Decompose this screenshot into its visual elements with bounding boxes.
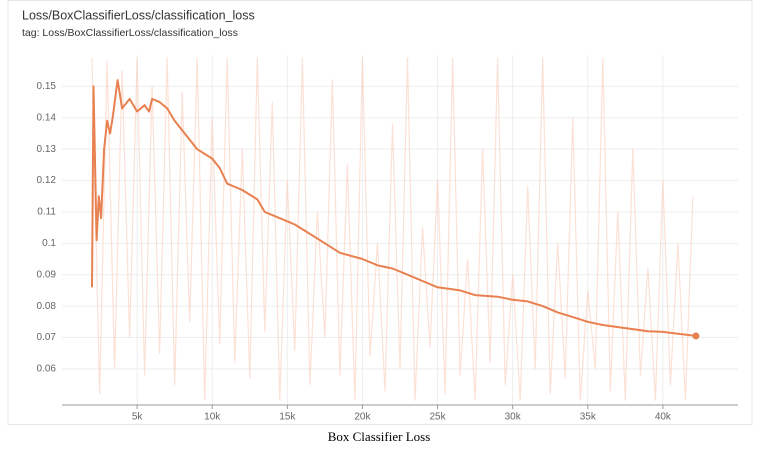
- x-tick-label: 20k: [354, 412, 371, 423]
- chart-subtitle: tag: Loss/BoxClassifierLoss/classificati…: [22, 27, 238, 39]
- y-tick-label: 0.11: [37, 207, 56, 218]
- y-tick-label: 0.09: [37, 269, 57, 280]
- x-tick-label: 15k: [279, 412, 296, 423]
- card: [7, 0, 753, 425]
- x-tick-label: 40k: [655, 412, 672, 423]
- end-marker: [692, 332, 700, 340]
- x-tick-label: 5k: [132, 412, 144, 423]
- x-tick-label: 30k: [505, 412, 522, 423]
- y-tick-label: 0.1: [42, 238, 56, 249]
- y-tick-label: 0.14: [37, 112, 57, 123]
- chart-title: Loss/BoxClassifierLoss/classification_lo…: [22, 8, 255, 22]
- y-tick-label: 0.15: [37, 81, 57, 92]
- y-tick-label: 0.07: [37, 332, 57, 343]
- x-tick-label: 35k: [580, 412, 597, 423]
- line: [91, 57, 694, 401]
- caption: Box Classifier Loss: [328, 429, 431, 444]
- y-tick-label: 0.08: [37, 301, 57, 312]
- x-tick-label: 10k: [204, 412, 221, 423]
- x-tick-label: 25k: [429, 412, 446, 423]
- y-tick-label: 0.12: [37, 175, 57, 186]
- y-tick-label: 0.13: [37, 144, 57, 155]
- y-tick-label: 0.06: [37, 364, 57, 375]
- line: [91, 79, 697, 337]
